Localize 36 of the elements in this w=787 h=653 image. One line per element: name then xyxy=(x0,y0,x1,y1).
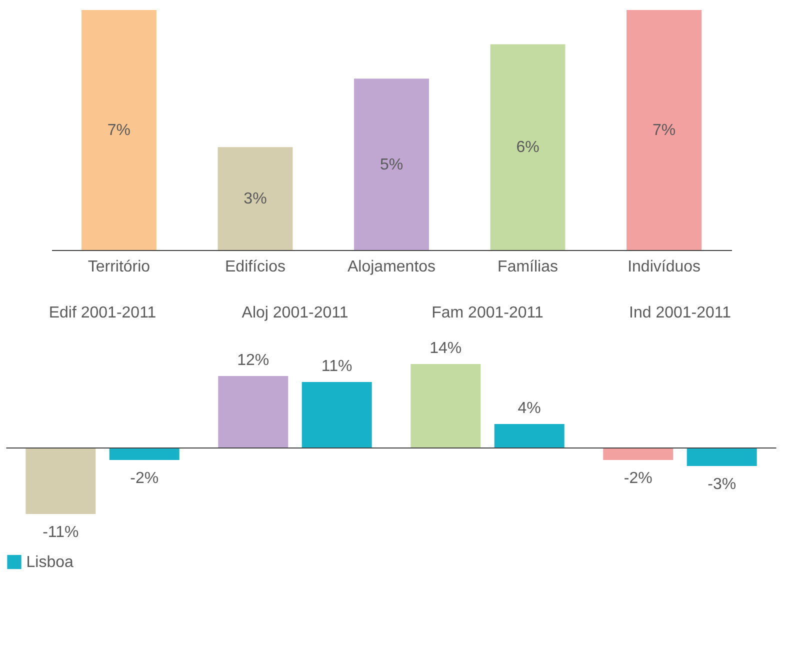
bar xyxy=(109,448,180,460)
x-tick-label: Edif 2001-2011 xyxy=(48,304,156,322)
data-label: -3% xyxy=(708,476,736,493)
data-label: 5% xyxy=(380,156,404,174)
bar xyxy=(686,448,757,466)
bar xyxy=(218,376,288,448)
data-label: -2% xyxy=(624,470,652,487)
x-tick-label: Famílias xyxy=(498,258,558,276)
data-label: 7% xyxy=(107,122,131,139)
x-tick-label: Fam 2001-2011 xyxy=(432,304,544,322)
data-label: 6% xyxy=(516,139,540,156)
data-label: 7% xyxy=(652,122,676,139)
x-tick-label: Ind 2001-2011 xyxy=(628,304,732,322)
data-label: 11% xyxy=(321,358,352,375)
data-label: 12% xyxy=(237,352,270,369)
bar xyxy=(410,364,481,448)
bar xyxy=(81,10,156,250)
bar xyxy=(490,44,566,250)
bar xyxy=(26,448,96,514)
x-tick-label: Território xyxy=(88,258,150,276)
data-label: 14% xyxy=(430,340,462,357)
bar xyxy=(354,78,429,250)
x-tick-label: Edifícios xyxy=(224,258,286,276)
bar xyxy=(218,147,293,250)
bar xyxy=(494,424,564,448)
data-label: 3% xyxy=(244,190,267,208)
x-tick-label: Alojamentos xyxy=(347,258,436,276)
data-label: -11% xyxy=(42,524,79,541)
bar xyxy=(302,382,372,448)
x-tick-label: Indivíduos xyxy=(628,258,701,276)
data-label: 4% xyxy=(518,400,541,417)
x-tick-label: Aloj 2001-2011 xyxy=(242,304,348,322)
bar xyxy=(603,448,674,460)
data-label: -2% xyxy=(130,470,159,487)
bar xyxy=(626,10,702,250)
legend-label: Lisboa xyxy=(26,554,74,571)
